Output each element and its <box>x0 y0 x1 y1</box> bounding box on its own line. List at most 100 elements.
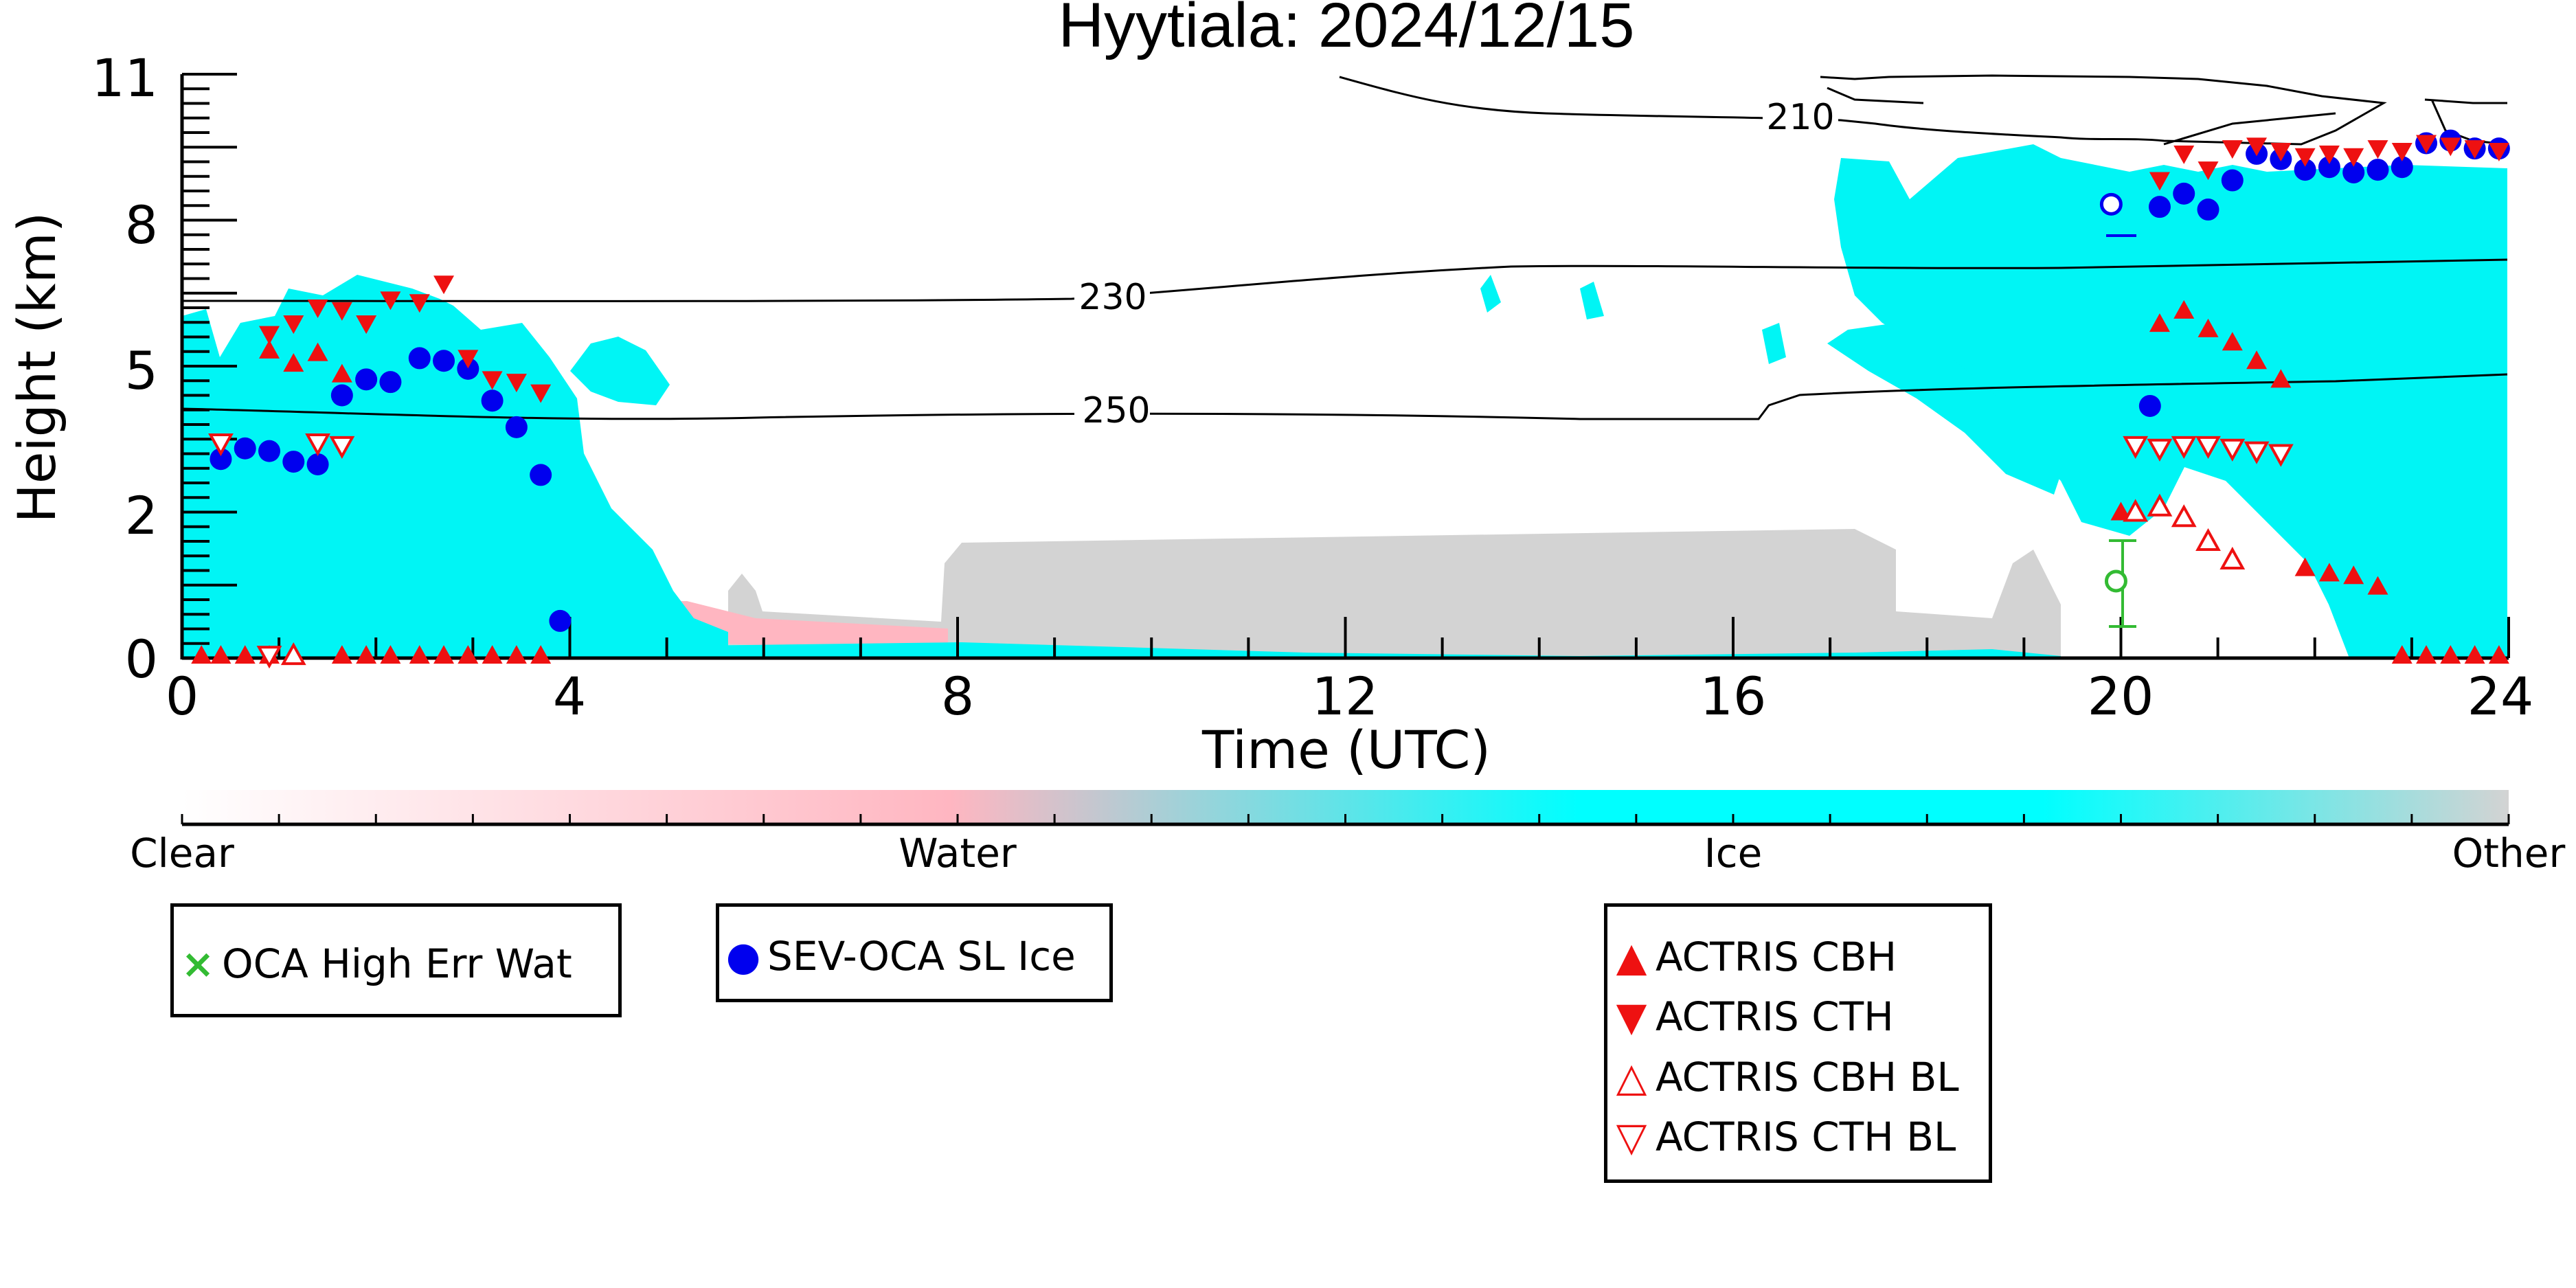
x-tick-labels: 0 4 8 12 16 20 24 <box>166 666 2534 727</box>
contour-230 <box>181 258 2508 302</box>
data-point-actris-cbh <box>2110 501 2132 521</box>
data-point-actris-cbh <box>380 645 401 664</box>
contour-250 <box>181 373 2508 420</box>
ice-region-bottom <box>694 642 2061 658</box>
data-point-sev-oca-sl-ice <box>433 350 455 372</box>
data-point-actris-cbh <box>457 645 479 664</box>
data-point-sev-oca-sl-ice <box>2366 159 2389 181</box>
contour-labels: 210 230 250 <box>1074 97 1838 431</box>
data-point-sev-oca-sl-ice <box>306 453 329 475</box>
data-point-actris-cth <box>409 294 430 313</box>
data-point-actris-cth <box>331 302 352 321</box>
legend-actris: ▲ ACTRIS CBH ▼ ACTRIS CTH △ ACTRIS CBH B… <box>1604 903 1992 1183</box>
legend-label: ACTRIS CBH <box>1656 934 1897 980</box>
triangle-up-outline-icon: △ <box>1616 1054 1647 1100</box>
colorbar-ticks <box>181 814 2510 824</box>
colorbar-label: Ice <box>1704 830 1763 877</box>
data-point-sev-oca-sl-ice <box>549 609 572 632</box>
y-tick-label: 2 <box>125 485 158 546</box>
chart-title: Hyytiala: 2024/12/15 <box>1059 0 1635 60</box>
contour-label-230: 230 <box>1078 277 1146 318</box>
data-point-actris-cth <box>2173 145 2195 164</box>
ice-patch-2 <box>1580 282 1604 319</box>
y-tick-label: 11 <box>91 47 158 109</box>
colorbar-label: Other <box>2452 830 2566 877</box>
data-point-sev-oca-sl-ice <box>282 451 305 473</box>
data-point-actris-cbh <box>2149 313 2170 332</box>
data-point-actris-cth-bl <box>2268 444 2294 467</box>
data-point-actris-cbh <box>210 645 231 664</box>
data-point-actris-cth-bl <box>2219 438 2246 462</box>
data-point-actris-cth-bl <box>329 436 355 460</box>
data-point-actris-cbh-bl <box>2171 504 2197 528</box>
data-point-actris-cth-bl <box>2147 438 2173 462</box>
data-point-actris-cbh <box>2294 557 2316 576</box>
legend-item: ● SEV-OCA SL Ice <box>719 929 1076 984</box>
data-point-actris-cth-bl <box>2123 436 2149 460</box>
legend-oca: × OCA High Err Wat <box>170 903 622 1017</box>
data-point-actris-cth <box>2416 135 2437 154</box>
data-point-actris-cth-bl <box>2171 436 2197 460</box>
y-tick-label: 5 <box>125 340 158 401</box>
cross-marker-icon: × <box>181 940 215 987</box>
colorbar: Clear Water Ice Other <box>130 790 2565 877</box>
ice-patch-3 <box>1762 323 1786 364</box>
markers <box>191 129 2510 669</box>
data-point-sev-oca-sl-ice <box>379 371 402 394</box>
data-point-actris-cbh <box>2416 645 2437 664</box>
colorbar-label: Water <box>899 830 1017 877</box>
triangle-down-icon: ▼ <box>1616 993 1647 1040</box>
legend-item: ▽ ACTRIS CTH BL <box>1607 1109 1956 1164</box>
data-point-actris-cth <box>307 300 328 318</box>
x-tick-label: 20 <box>2088 666 2154 727</box>
data-point-actris-cth <box>2197 161 2219 181</box>
x-tick-label: 8 <box>941 666 974 727</box>
cloud-field <box>182 144 2507 658</box>
colorbar-label: Clear <box>130 830 234 877</box>
x-ticks <box>181 617 2510 658</box>
other-region <box>728 529 2061 658</box>
data-point-actris-cbh <box>2222 332 2243 351</box>
data-point-actris-cbh <box>259 339 280 359</box>
triangle-down-outline-icon: ▽ <box>1616 1114 1647 1160</box>
legend-label: ACTRIS CBH BL <box>1656 1054 1959 1100</box>
data-point-sev-oca-sl-ice <box>2173 182 2195 205</box>
data-point-sev-oca-sl-ice <box>234 437 256 460</box>
data-point-sev-oca-sl-ice <box>530 464 552 486</box>
y-tick-label: 8 <box>125 194 158 256</box>
data-point-actris-cth <box>283 315 304 335</box>
y-axis-label: Height (km) <box>6 212 67 523</box>
data-point-actris-cbh <box>409 645 430 664</box>
data-point-actris-cth <box>2270 143 2292 162</box>
data-point-actris-cbh-bl <box>2123 499 2149 522</box>
legend-label: OCA High Err Wat <box>222 940 572 987</box>
data-point-actris-cth-bl <box>208 433 234 457</box>
ice-region-left <box>182 275 728 658</box>
data-point-actris-cth <box>259 326 280 345</box>
ice-region-left-top <box>570 337 670 405</box>
data-point-actris-cth <box>2246 137 2268 157</box>
data-point-actris-cth <box>2391 143 2413 162</box>
legend-item: ▲ ACTRIS CBH <box>1607 929 1897 984</box>
legend-label: ACTRIS CTH <box>1656 993 1894 1040</box>
data-point-actris-cbh <box>2318 563 2340 582</box>
legend-sev-oca: ● SEV-OCA SL Ice <box>716 903 1113 1002</box>
data-point-sev-oca-sl-ice <box>408 347 431 370</box>
data-point-sev-oca-sl-ice <box>210 448 232 471</box>
y-tick-labels: 0 2 5 8 11 <box>91 47 158 690</box>
data-point-actris-cbh-bl <box>2147 493 2173 517</box>
data-point-actris-cbh <box>331 645 352 664</box>
data-point-sev-oca-sl-ice <box>481 389 504 412</box>
ice-patch-1 <box>1480 275 1501 313</box>
data-point-actris-cbh-bl <box>2219 546 2246 570</box>
data-point-actris-cth <box>530 384 552 403</box>
data-point-oca-high-err-wat <box>2104 569 2127 593</box>
data-point-sev-oca-sl-ice <box>355 368 378 391</box>
data-point-actris-cth <box>2149 172 2170 191</box>
data-point-sev-oca-sl-ice <box>330 384 353 407</box>
data-point-actris-cth <box>2367 140 2388 159</box>
data-point-actris-cth <box>2294 148 2316 167</box>
data-point-actris-cbh <box>2270 369 2292 388</box>
data-point-sev-oca-sl-ice <box>258 440 281 462</box>
ice-region-right <box>1834 144 2507 658</box>
